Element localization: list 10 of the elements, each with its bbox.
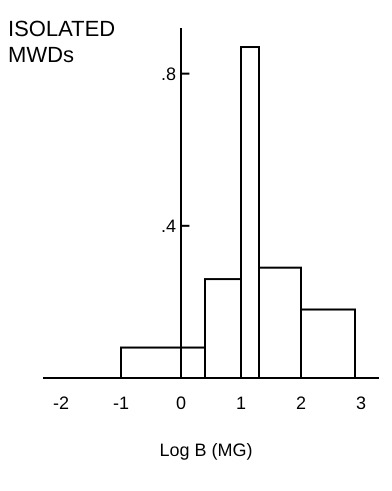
x-tick-label: 1 (236, 392, 246, 413)
x-axis-title: Log B (MG) (158, 440, 254, 461)
chart-title: ISOLATED MWDs (8, 16, 116, 68)
y-tick-label: .8 (160, 64, 176, 84)
y-tick-label: .4 (160, 216, 176, 236)
x-tick-label: 0 (176, 392, 186, 413)
x-tick-label: 2 (296, 392, 306, 413)
x-tick-label: -2 (52, 392, 70, 413)
x-tick-label: 3 (356, 392, 366, 413)
x-tick-label: -1 (112, 392, 130, 413)
